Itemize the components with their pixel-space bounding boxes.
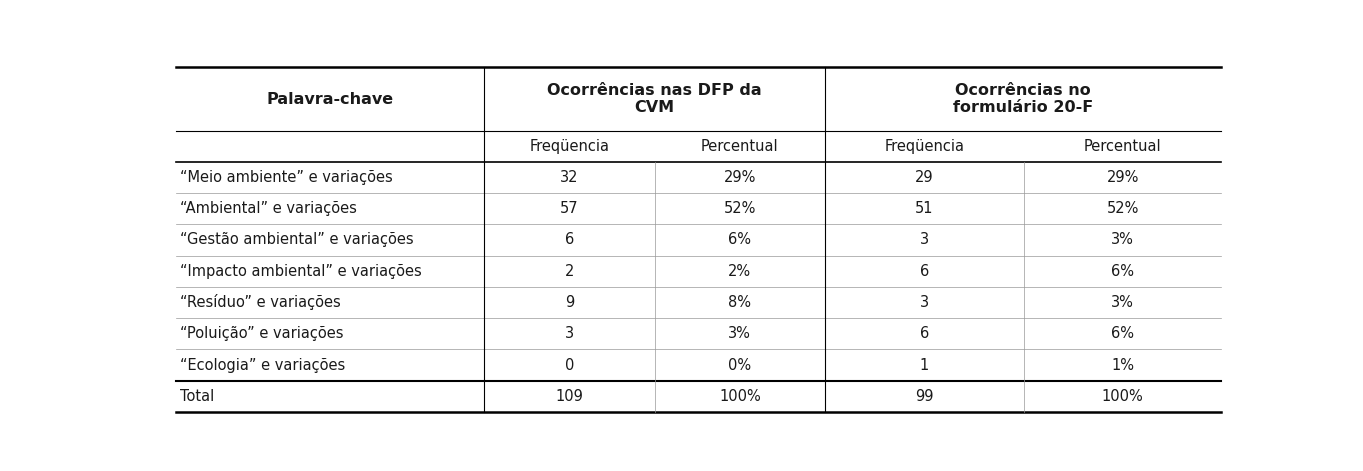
- Text: 6%: 6%: [1111, 264, 1134, 279]
- Text: 51: 51: [915, 201, 934, 216]
- Text: Ocorrências no
formulário 20-F: Ocorrências no formulário 20-F: [953, 83, 1093, 115]
- Text: Freqüencia: Freqüencia: [885, 139, 965, 154]
- Text: 6%: 6%: [728, 232, 751, 247]
- Text: 3%: 3%: [1111, 295, 1134, 310]
- Text: 52%: 52%: [1107, 201, 1138, 216]
- Text: 3: 3: [920, 232, 930, 247]
- Text: 3: 3: [920, 295, 930, 310]
- Text: “Poluição” e variações: “Poluição” e variações: [180, 326, 343, 341]
- Text: Percentual: Percentual: [1084, 139, 1161, 154]
- Text: 29%: 29%: [1107, 170, 1138, 185]
- Text: Total: Total: [180, 389, 214, 404]
- Text: “Meio ambiente” e variações: “Meio ambiente” e variações: [180, 170, 393, 185]
- Text: 9: 9: [564, 295, 574, 310]
- Text: Percentual: Percentual: [701, 139, 778, 154]
- Text: 100%: 100%: [718, 389, 761, 404]
- Text: 3%: 3%: [1111, 232, 1134, 247]
- Text: 29%: 29%: [724, 170, 756, 185]
- Text: 0: 0: [564, 357, 574, 373]
- Text: 32: 32: [560, 170, 579, 185]
- Text: 6: 6: [564, 232, 574, 247]
- Text: 0%: 0%: [728, 357, 751, 373]
- Text: 2%: 2%: [728, 264, 751, 279]
- Text: “Ecologia” e variações: “Ecologia” e variações: [180, 357, 345, 373]
- Text: Ocorrências nas DFP da
CVM: Ocorrências nas DFP da CVM: [548, 83, 762, 115]
- Text: 1: 1: [920, 357, 930, 373]
- Text: 2: 2: [564, 264, 574, 279]
- Text: 100%: 100%: [1101, 389, 1144, 404]
- Text: 3%: 3%: [728, 326, 751, 341]
- Text: 99: 99: [915, 389, 934, 404]
- Text: 6%: 6%: [1111, 326, 1134, 341]
- Text: Palavra-chave: Palavra-chave: [266, 92, 394, 106]
- Text: “Impacto ambiental” e variações: “Impacto ambiental” e variações: [180, 264, 421, 279]
- Text: 1%: 1%: [1111, 357, 1134, 373]
- Text: 109: 109: [556, 389, 583, 404]
- Text: 6: 6: [920, 326, 930, 341]
- Text: 29: 29: [915, 170, 934, 185]
- Text: “Ambiental” e variações: “Ambiental” e variações: [180, 201, 357, 216]
- Text: 57: 57: [560, 201, 579, 216]
- Text: “Resíduo” e variações: “Resíduo” e variações: [180, 294, 341, 310]
- Text: 8%: 8%: [728, 295, 751, 310]
- Text: 3: 3: [564, 326, 574, 341]
- Text: 6: 6: [920, 264, 930, 279]
- Text: “Gestão ambiental” e variações: “Gestão ambiental” e variações: [180, 232, 413, 247]
- Text: 52%: 52%: [724, 201, 756, 216]
- Text: Freqüencia: Freqüencia: [529, 139, 609, 154]
